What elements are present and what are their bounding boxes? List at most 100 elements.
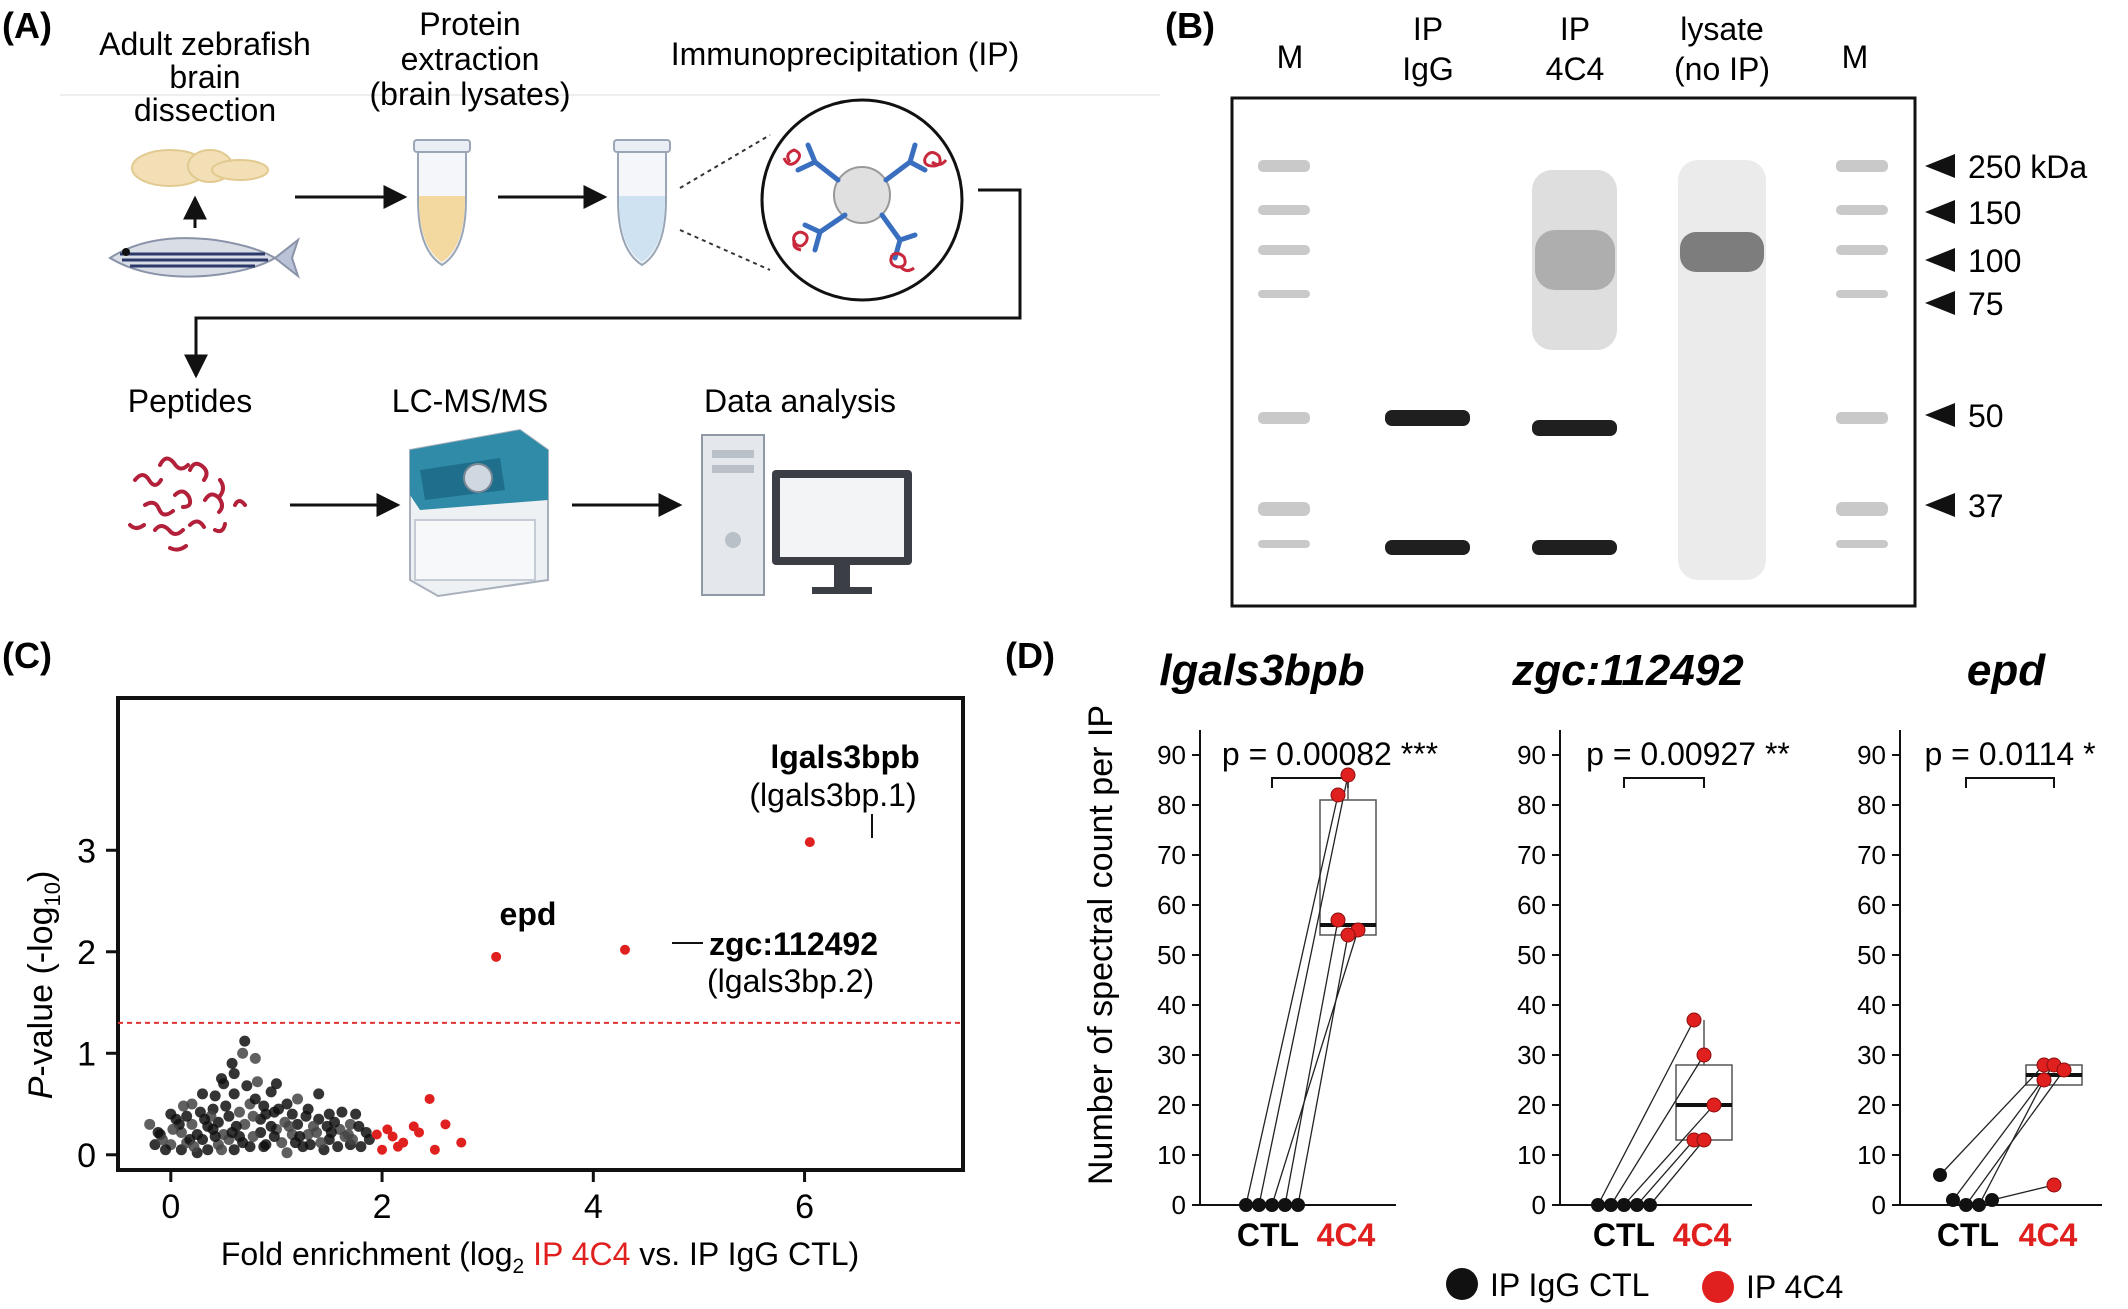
ctl-point [1604,1198,1618,1212]
step-dissection-label-2: brain [169,59,240,95]
ctl-point [1630,1198,1644,1212]
ip4c4-point [1340,767,1356,783]
volcano-point [186,1118,198,1130]
volcano-point [181,1110,193,1122]
step-extraction-label-1: Protein [419,6,520,42]
volcano-point [251,1076,263,1088]
paired-line [1649,1139,1705,1206]
volcano-point [247,1131,259,1143]
volcano-point [283,1120,295,1132]
volcano-point-enriched [387,1131,398,1142]
volcano-highlighted-points [491,837,815,962]
ip4c4-point [1330,787,1346,803]
ip4c4-point [1696,1132,1712,1148]
marker-250: 250 kDa [1968,149,2087,185]
volcano-point [346,1134,358,1146]
annotation-lgals3bpb-bold: lgals3bpb [770,739,919,775]
lcms-instrument-icon [409,428,549,598]
annotation-lgals3bpb-normal: (lgals3bp.1) [749,777,916,813]
box-iqr [1675,1064,1733,1141]
volcano-point [344,1118,356,1130]
paired-line [1284,919,1339,1206]
annotation-zgc-normal: (lgals3bp.2) [707,963,874,999]
volcano-point [212,1116,224,1128]
annotation-epd-bold: epd [500,896,557,932]
box-y-tick-label: 80 [1857,790,1886,820]
volcano-point-enriched [429,1144,440,1155]
paired-line [1597,1019,1695,1206]
marker-37: 37 [1968,488,2004,524]
paired-line [1245,794,1339,1206]
volcano-point [281,1098,293,1110]
ip4c4-point [1340,927,1356,943]
volcano-point [209,1131,221,1143]
boxplot-title-lgals3bpb: lgals3bpb [1159,646,1364,695]
box-y-tick-label: 90 [1517,740,1546,770]
box-y-tick-label: 90 [1157,740,1186,770]
box-y-tick-label: 40 [1157,990,1186,1020]
paired-line [1965,1069,2065,1206]
volcano-point [332,1141,344,1153]
brain-icon [131,149,269,187]
volcano-point [216,1144,228,1156]
lane-label-3b: 4C4 [1546,51,1605,87]
lane-label-3a: IP [1560,11,1590,47]
volcano-point [226,1057,238,1069]
volcano-y-tick-label: 2 [77,934,96,972]
volcano-point [165,1108,177,1120]
volcano-point [199,1113,211,1125]
group-ctl-label: CTL [1937,1217,1999,1253]
volcano-point [220,1100,232,1112]
lane-label-2a: IP [1413,11,1443,47]
box-y-tick-label: 0 [1872,1190,1886,1220]
ip4c4-point [2056,1062,2072,1078]
volcano-point [313,1088,325,1100]
ctl-point [1972,1198,1986,1212]
volcano-point [247,1110,259,1122]
volcano-point-lgals3bpb [804,837,815,848]
ctl-point [1591,1198,1605,1212]
box-y-tick-label: 60 [1857,890,1886,920]
volcano-point-zgc112492 [620,944,630,955]
ip4c4-point [1686,1012,1702,1028]
paired-line [1623,1104,1715,1206]
boxplot-lgals3bpb: lgals3bpb p = 0.00082 *** 0 10 20 30 40 50 60 7… [1157,646,1438,1253]
ip4c4-point [1696,1047,1712,1063]
volcano-point [239,1118,251,1130]
volcano-point [239,1035,251,1047]
step-extraction-label-2: extraction [401,41,540,77]
volcano-point [315,1137,327,1149]
step-dissection-label-1: Adult zebrafish [99,26,311,62]
volcano-point-epd [491,951,502,962]
volcano-point [292,1118,304,1130]
marker-150: 150 [1968,195,2021,231]
volcano-point-enriched [392,1141,403,1152]
volcano-point [336,1106,348,1118]
volcano-point-enriched [382,1124,393,1135]
paired-line [1258,774,1349,1206]
volcano-point [304,1139,316,1151]
ip4c4-point [2036,1072,2052,1088]
box-y-tick-label: 40 [1517,990,1546,1020]
volcano-point-enriched [377,1144,388,1155]
boxplot-pvalue-epd: p = 0.0114 * [1924,736,2095,772]
ctl-point [1239,1198,1253,1212]
panel-b-letter: (B) [1165,5,1215,46]
volcano-point [241,1080,253,1092]
peptides-icon [128,456,247,552]
boxplot-zgc112492: zgc:112492 p = 0.00927 ** 0 10 20 30 40 50 60 7… [1511,646,1790,1253]
volcano-x-tick-label: 6 [795,1188,814,1226]
box-y-tick-label: 30 [1517,1040,1546,1070]
western-blot [1230,96,1917,608]
ctl-point [1959,1198,1973,1212]
volcano-point [281,1147,293,1159]
paired-line [1952,1064,2055,1201]
significance-bracket [1965,777,2055,788]
significance-bracket [1623,777,1705,788]
ctl-point [1617,1198,1631,1212]
volcano-point [160,1144,172,1156]
volcano-point [353,1120,365,1132]
box-y-tick-label: 0 [1532,1190,1546,1220]
box-y-tick-label: 60 [1517,890,1546,920]
volcano-point [258,1100,270,1112]
